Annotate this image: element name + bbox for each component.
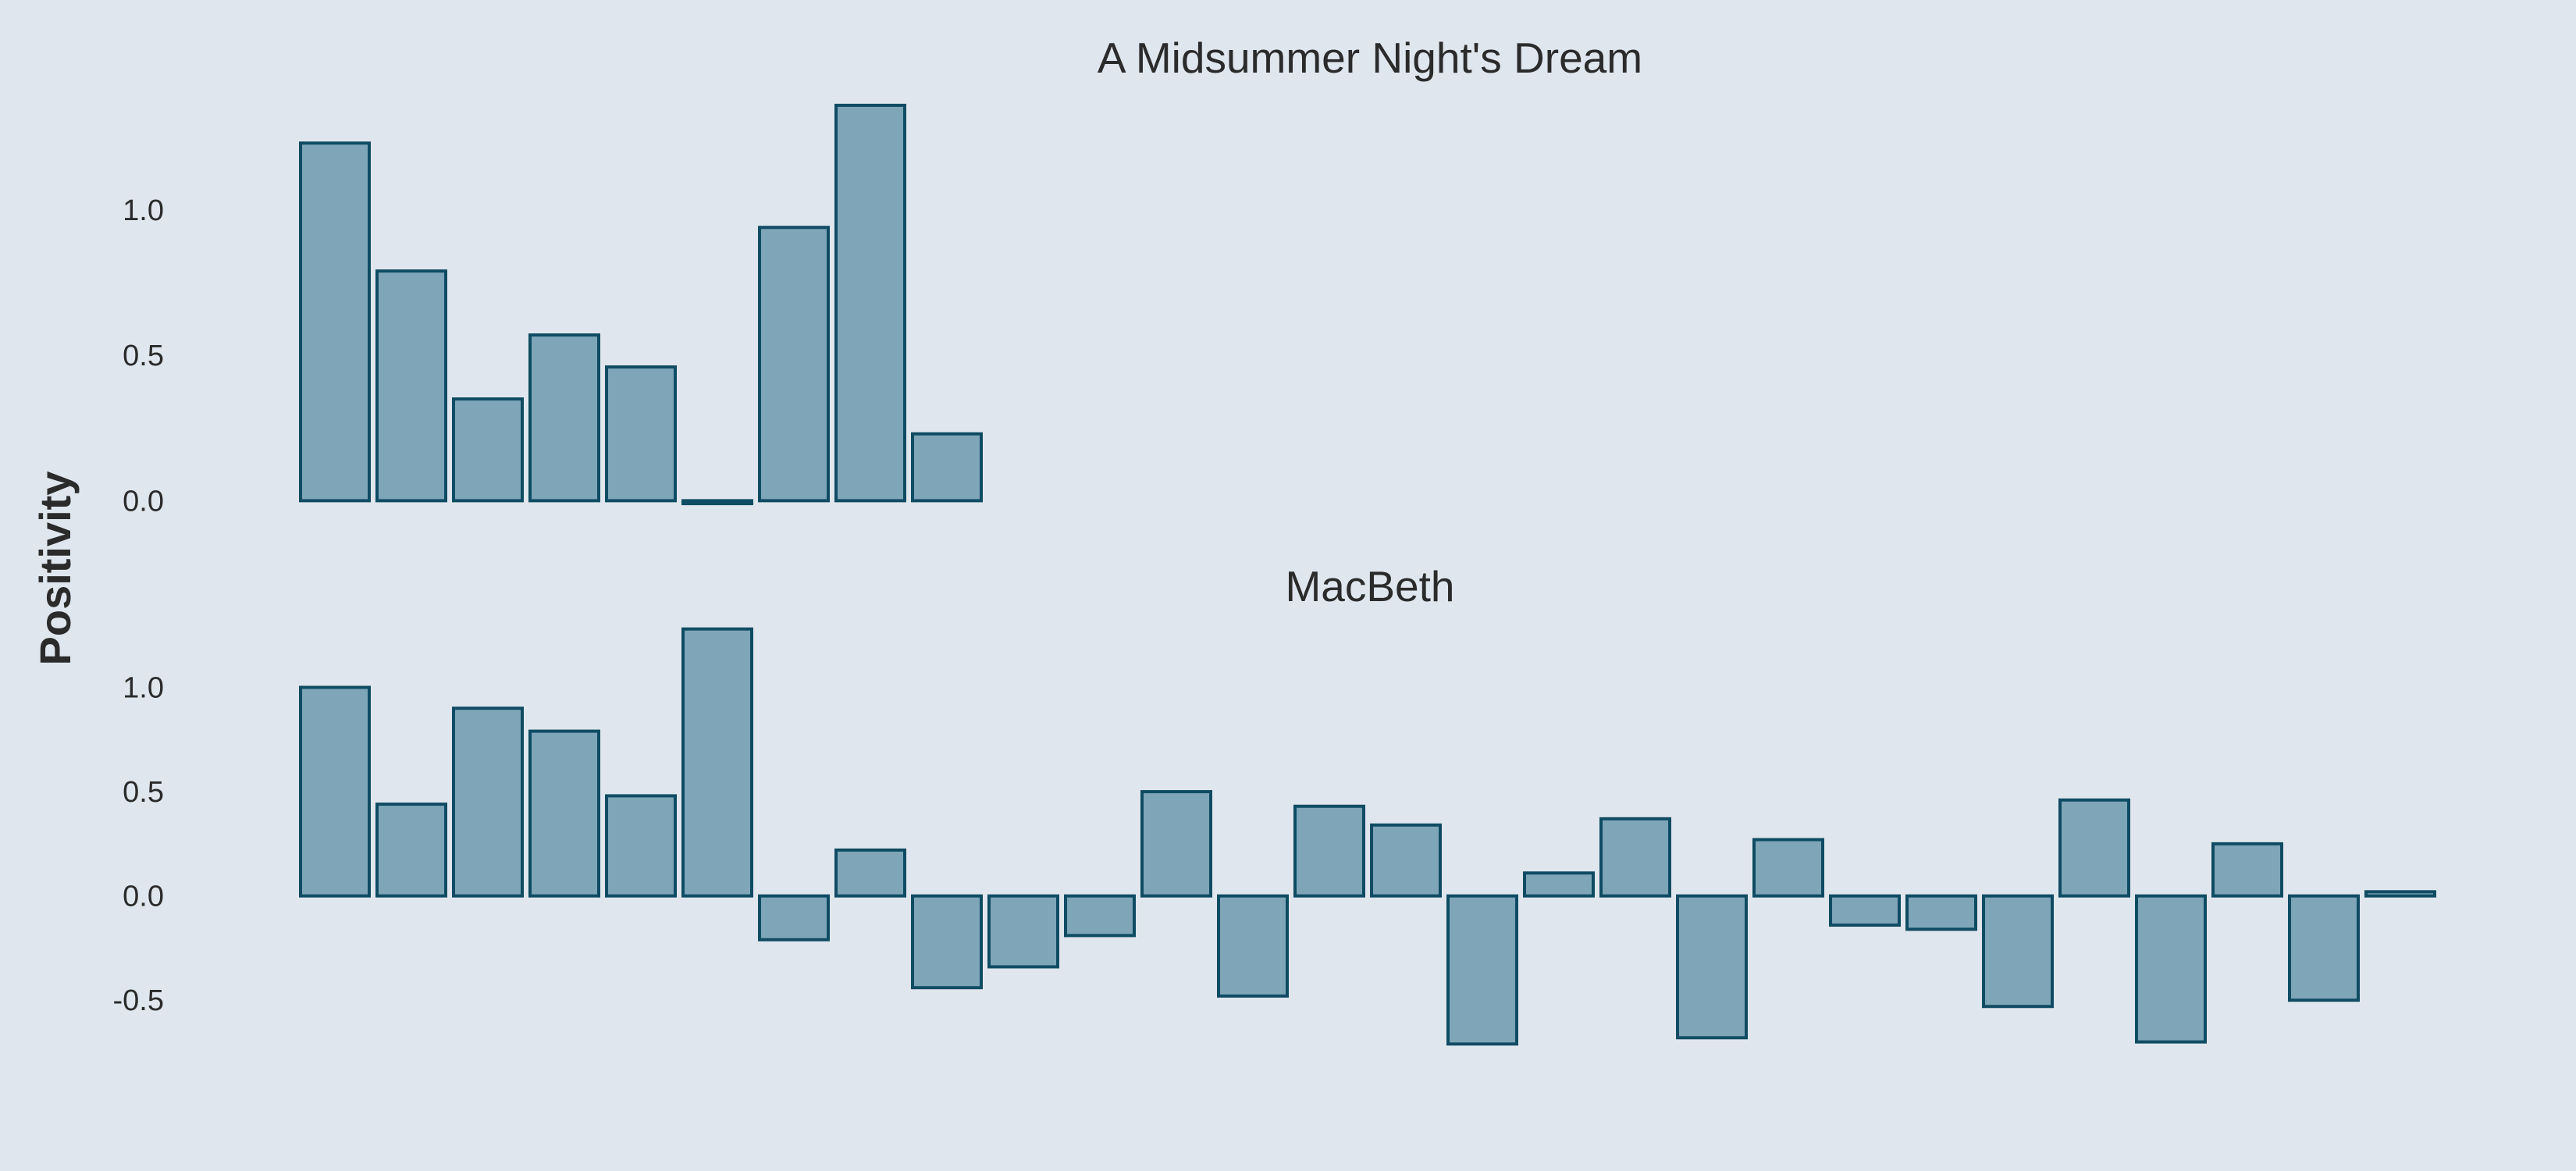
bar (452, 707, 524, 898)
bar (2058, 798, 2130, 898)
bar (1217, 894, 1289, 998)
bar (1676, 894, 1748, 1040)
panel-2: MacBeth -0.5 0.0 0.5 1.0 (113, 562, 2436, 1046)
bar (2211, 842, 2283, 898)
bar (2364, 890, 2436, 898)
bar (375, 269, 447, 503)
y-tick-label: 0.5 (123, 776, 164, 809)
bar (375, 803, 447, 898)
bar (1064, 894, 1136, 938)
chart-panels: A Midsummer Night's Dream0.00.51.0MacBet… (113, 34, 2436, 1046)
panel-title: MacBeth (1285, 562, 1454, 610)
bar (528, 333, 600, 503)
panel-1: A Midsummer Night's Dream 0.0 0.5 1.0 (123, 34, 1642, 518)
bar (2135, 894, 2207, 1044)
bar (911, 894, 983, 990)
y-axis-label: Positivity (30, 472, 80, 666)
bar (528, 729, 600, 898)
bar (1523, 871, 1595, 898)
bar (987, 894, 1059, 969)
bar (758, 894, 830, 941)
bar (605, 365, 677, 503)
bar (1446, 894, 1518, 1046)
y-tick-label: 1.0 (123, 671, 164, 704)
y-tick-label: 0.5 (123, 340, 164, 372)
bar (2288, 894, 2360, 1002)
bar (758, 226, 830, 503)
bar (834, 848, 906, 898)
bar (299, 141, 371, 503)
bar (605, 794, 677, 898)
bar (1370, 823, 1442, 898)
bar (1752, 838, 1824, 898)
bar (681, 499, 753, 506)
bar (452, 397, 524, 503)
y-tick-label: 0.0 (123, 881, 164, 913)
bar (1599, 817, 1671, 898)
bar (1293, 804, 1365, 898)
bar (299, 685, 371, 898)
y-tick-label: 1.0 (123, 194, 164, 227)
panel-title: A Midsummer Night's Dream (1098, 34, 1642, 82)
bar (681, 627, 753, 898)
bar (911, 432, 983, 503)
bar (1982, 894, 2054, 1009)
bar (1829, 894, 1901, 927)
bar (834, 103, 906, 503)
bar (1905, 894, 1977, 931)
y-tick-label: 0.0 (123, 485, 164, 518)
y-tick-label: -0.5 (113, 984, 164, 1017)
bar (1140, 790, 1212, 898)
